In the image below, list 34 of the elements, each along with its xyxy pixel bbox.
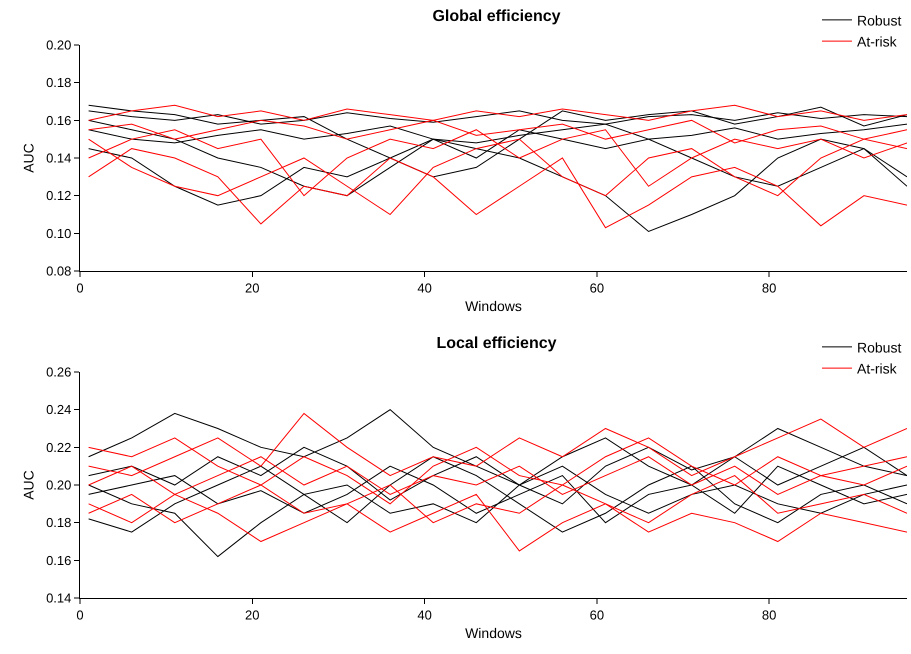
y-tick-label: 0.18: [46, 75, 72, 90]
y-tick-label: 0.18: [46, 515, 72, 530]
y-tick-label: 0.24: [46, 402, 72, 418]
y-tick-label: 0.26: [46, 364, 72, 380]
x-tick-label: 20: [245, 608, 260, 623]
y-tick-label: 0.14: [46, 590, 72, 606]
y-tick-label: 0.20: [46, 38, 72, 53]
y-axis-title: AUC: [20, 470, 37, 500]
y-tick-label: 0.12: [46, 188, 72, 204]
y-tick-label: 0.22: [46, 440, 72, 455]
y-axis-title: AUC: [20, 143, 37, 173]
x-tick-label: 0: [76, 608, 84, 623]
x-tick-label: 80: [762, 280, 776, 296]
y-tick-label: 0.16: [46, 112, 72, 128]
x-tick-label: 40: [417, 280, 432, 296]
x-tick-label: 60: [590, 280, 604, 296]
x-axis-title: Windows: [465, 624, 522, 641]
y-tick-label: 0.20: [46, 478, 72, 493]
x-tick-label: 60: [590, 608, 604, 623]
x-tick-label: 80: [762, 608, 776, 623]
y-tick-label: 0.10: [46, 226, 72, 241]
y-tick-label: 0.08: [46, 264, 72, 279]
y-tick-label: 0.14: [46, 150, 72, 166]
chart-title: Global efficiency: [432, 8, 561, 26]
legend-label: At-risk: [857, 34, 898, 50]
y-tick-label: 0.16: [46, 552, 72, 568]
x-tick-label: 0: [76, 280, 84, 296]
x-axis-title: Windows: [465, 298, 522, 314]
x-tick-label: 20: [245, 280, 260, 296]
chart-title: Local efficiency: [436, 335, 557, 352]
legend-label: Robust: [857, 12, 902, 28]
x-tick-label: 40: [417, 608, 432, 623]
legend-label: Robust: [857, 339, 902, 356]
legend-label: At-risk: [857, 360, 898, 377]
